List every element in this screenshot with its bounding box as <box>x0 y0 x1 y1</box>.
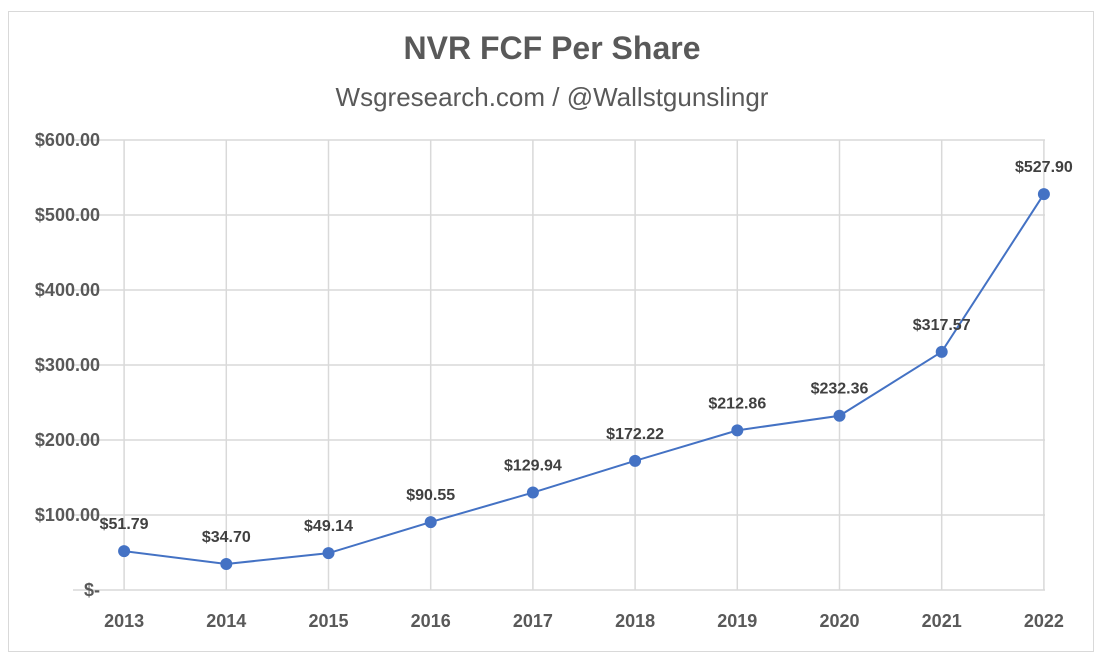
data-label: $90.55 <box>406 487 455 504</box>
series-line-group <box>123 193 1045 565</box>
y-axis-ticks: $- $100.00 $200.00 $300.00 $400.00 $500.00 $60… <box>35 130 100 600</box>
data-point <box>118 545 131 558</box>
x-tick-label: 2014 <box>206 611 246 631</box>
y-tick-label: $- <box>84 580 100 600</box>
data-point <box>629 454 642 467</box>
chart-frame <box>8 11 1094 652</box>
data-point <box>935 345 948 358</box>
grid-lines <box>73 139 1045 591</box>
data-label: $34.70 <box>202 529 251 546</box>
data-point <box>833 409 846 422</box>
x-tick-label: 2013 <box>104 611 144 631</box>
chart-title: NVR FCF Per Share <box>403 30 701 66</box>
data-point <box>424 516 437 529</box>
x-tick-label: 2017 <box>513 611 553 631</box>
series-line <box>123 193 1045 565</box>
data-point <box>322 547 335 560</box>
x-tick-label: 2018 <box>615 611 655 631</box>
data-label: $51.79 <box>100 516 149 533</box>
x-tick-label: 2021 <box>922 611 962 631</box>
x-tick-label: 2015 <box>308 611 348 631</box>
y-tick-label: $100.00 <box>35 505 100 525</box>
data-point <box>1037 188 1050 201</box>
data-label: $172.22 <box>606 426 664 443</box>
data-label: $232.36 <box>811 381 869 398</box>
chart-subtitle: Wsgresearch.com / @Wallstgunslingr <box>335 82 769 112</box>
data-label: $317.57 <box>913 317 971 334</box>
data-point <box>731 424 744 437</box>
data-label: $212.86 <box>708 395 766 412</box>
y-tick-label: $500.00 <box>35 205 100 225</box>
y-tick-label: $400.00 <box>35 280 100 300</box>
x-tick-label: 2020 <box>819 611 859 631</box>
data-point <box>220 557 233 570</box>
x-tick-label: 2022 <box>1024 611 1064 631</box>
data-label: $129.94 <box>504 458 562 475</box>
x-tick-label: 2019 <box>717 611 757 631</box>
y-tick-label: $300.00 <box>35 355 100 375</box>
data-points <box>118 188 1050 570</box>
y-tick-label: $200.00 <box>35 430 100 450</box>
x-axis-ticks: 2013 2014 2015 2016 2017 2018 2019 2020 2021 2022 <box>104 611 1064 631</box>
data-label: $49.14 <box>304 518 353 535</box>
y-tick-label: $600.00 <box>35 130 100 150</box>
x-tick-label: 2016 <box>411 611 451 631</box>
data-label: $527.90 <box>1015 159 1073 176</box>
data-point <box>526 486 539 499</box>
data-labels: $51.79 $34.70 $49.14 $90.55 $129.94 $172.22 $2… <box>100 159 1073 546</box>
